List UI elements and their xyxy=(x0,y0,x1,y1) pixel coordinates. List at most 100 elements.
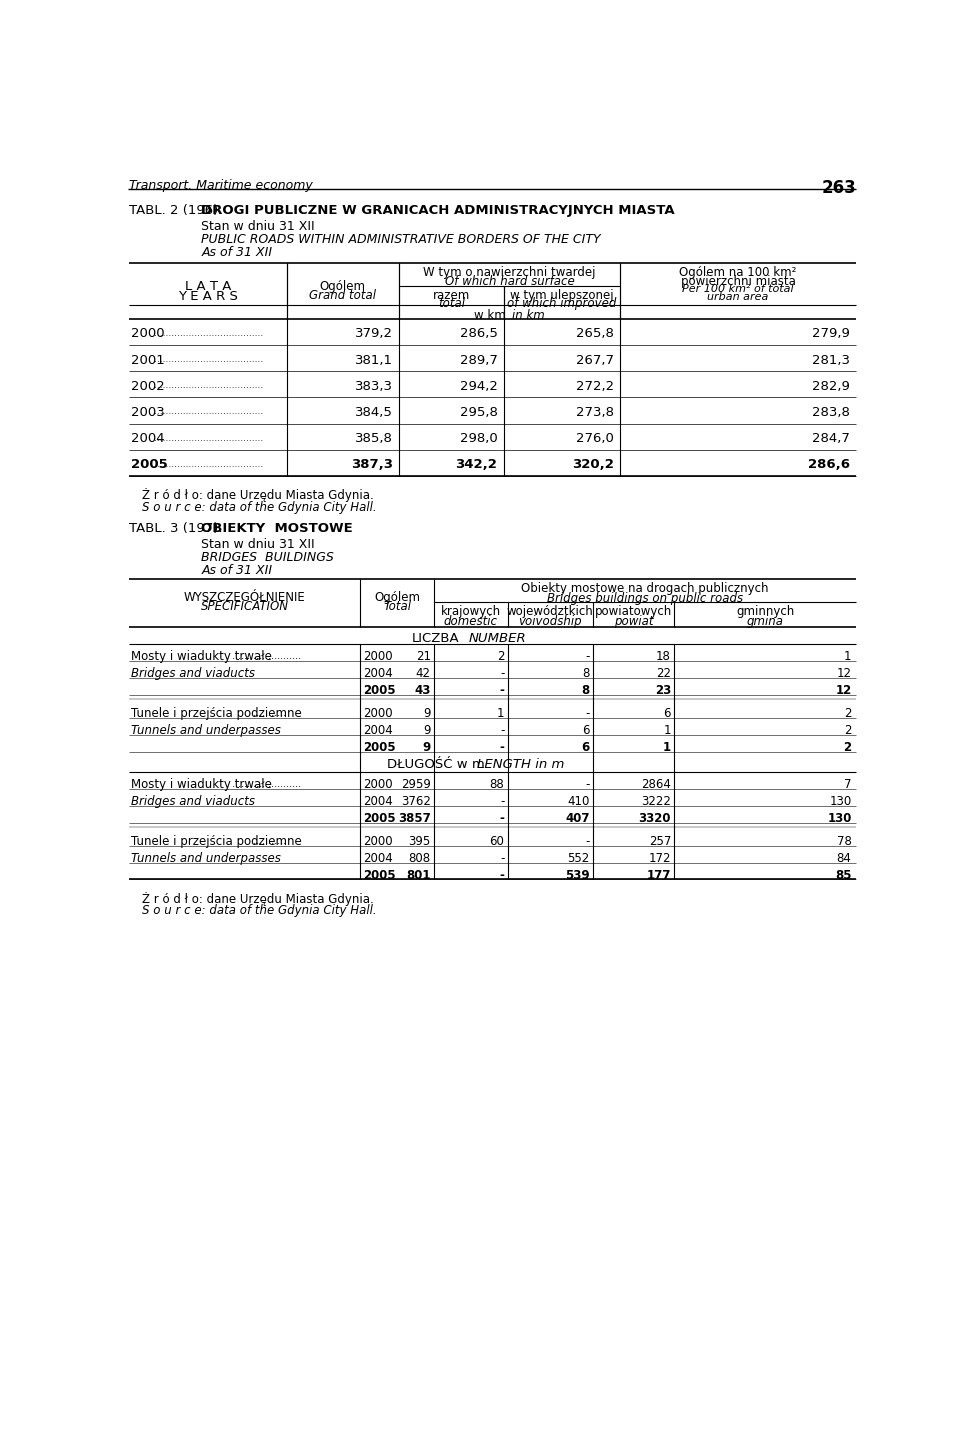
Text: 2000: 2000 xyxy=(363,650,393,663)
Text: 130: 130 xyxy=(829,795,852,808)
Text: 8: 8 xyxy=(583,668,589,681)
Text: ......................................: ...................................... xyxy=(155,407,263,416)
Text: 3762: 3762 xyxy=(401,795,431,808)
Text: Y E A R S: Y E A R S xyxy=(178,289,238,302)
Text: krajowych: krajowych xyxy=(441,605,501,618)
Text: 88: 88 xyxy=(490,777,504,790)
Text: TABL. 3 (197).: TABL. 3 (197). xyxy=(130,522,223,535)
Text: 2001: 2001 xyxy=(131,354,164,367)
Text: urban area: urban area xyxy=(708,292,769,302)
Text: Tunele i przejścia podziemne: Tunele i przejścia podziemne xyxy=(131,835,301,848)
Text: 12: 12 xyxy=(835,683,852,696)
Text: 295,8: 295,8 xyxy=(460,406,497,419)
Text: Tunnels and underpasses: Tunnels and underpasses xyxy=(131,851,280,864)
Text: in km: in km xyxy=(513,309,545,322)
Text: 6: 6 xyxy=(582,741,589,754)
Text: SPECIFICATION: SPECIFICATION xyxy=(201,600,289,613)
Text: -: - xyxy=(499,868,504,881)
Text: 279,9: 279,9 xyxy=(812,328,850,341)
Text: 22: 22 xyxy=(656,668,671,681)
Text: 1: 1 xyxy=(663,724,671,737)
Text: 2005: 2005 xyxy=(363,741,396,754)
Text: 84: 84 xyxy=(837,851,852,864)
Text: 2959: 2959 xyxy=(401,777,431,790)
Text: 60: 60 xyxy=(490,835,504,848)
Text: 281,3: 281,3 xyxy=(812,354,850,367)
Text: w km: w km xyxy=(474,309,506,322)
Text: 2004: 2004 xyxy=(363,795,393,808)
Text: 2004: 2004 xyxy=(363,851,393,864)
Text: BRIDGES  BUILDINGS: BRIDGES BUILDINGS xyxy=(202,552,334,565)
Text: 342,2: 342,2 xyxy=(456,458,497,471)
Text: Mosty i wiadukty trwałe: Mosty i wiadukty trwałe xyxy=(131,650,272,663)
Text: ...........: ........... xyxy=(251,835,286,845)
Text: Total: Total xyxy=(383,600,411,613)
Text: 1: 1 xyxy=(663,741,671,754)
Text: 320,2: 320,2 xyxy=(572,458,613,471)
Text: domestic: domestic xyxy=(444,614,497,627)
Text: S o u r c e: data of the Gdynia City Hall.: S o u r c e: data of the Gdynia City Hal… xyxy=(142,500,376,513)
Text: Ogólem: Ogólem xyxy=(374,591,420,604)
Text: -: - xyxy=(499,812,504,825)
Text: 78: 78 xyxy=(837,835,852,848)
Text: ......................................: ...................................... xyxy=(155,381,263,390)
Text: 18: 18 xyxy=(656,650,671,663)
Text: voivodship: voivodship xyxy=(518,614,582,627)
Text: Tunele i przejścia podziemne: Tunele i przejścia podziemne xyxy=(131,707,301,720)
Text: 2000: 2000 xyxy=(131,328,164,341)
Text: 8: 8 xyxy=(582,683,589,696)
Text: 2002: 2002 xyxy=(131,380,164,393)
Text: ...........: ........... xyxy=(251,708,286,718)
Text: 286,6: 286,6 xyxy=(808,458,850,471)
Text: As of 31 XII: As of 31 XII xyxy=(202,246,273,259)
Text: 2864: 2864 xyxy=(641,777,671,790)
Text: 12: 12 xyxy=(836,668,852,681)
Text: 2004: 2004 xyxy=(363,668,393,681)
Text: 284,7: 284,7 xyxy=(812,432,850,445)
Text: Per 100 km² of total: Per 100 km² of total xyxy=(683,283,794,293)
Text: 2005: 2005 xyxy=(131,458,168,471)
Text: -: - xyxy=(586,777,589,790)
Text: 2005: 2005 xyxy=(363,812,396,825)
Text: -: - xyxy=(499,683,504,696)
Text: 2000: 2000 xyxy=(363,835,393,848)
Text: of which improved: of which improved xyxy=(507,298,616,311)
Text: OBIEKTY  MOSTOWE: OBIEKTY MOSTOWE xyxy=(202,522,353,535)
Text: Of which hard surface: Of which hard surface xyxy=(444,275,574,288)
Text: Stan w dniu 31 XII: Stan w dniu 31 XII xyxy=(202,220,315,233)
Text: 407: 407 xyxy=(565,812,589,825)
Text: -: - xyxy=(500,668,504,681)
Text: 2: 2 xyxy=(844,707,852,720)
Text: 289,7: 289,7 xyxy=(460,354,497,367)
Text: 177: 177 xyxy=(647,868,671,881)
Text: 1: 1 xyxy=(497,707,504,720)
Text: 283,8: 283,8 xyxy=(812,406,850,419)
Text: 130: 130 xyxy=(828,812,852,825)
Text: 282,9: 282,9 xyxy=(812,380,850,393)
Text: województkich: województkich xyxy=(507,605,593,618)
Text: 43: 43 xyxy=(415,683,431,696)
Text: 2: 2 xyxy=(844,741,852,754)
Text: gmina: gmina xyxy=(747,614,783,627)
Text: ......................................: ...................................... xyxy=(155,434,263,442)
Text: 273,8: 273,8 xyxy=(576,406,613,419)
Text: Bridges and viaducts: Bridges and viaducts xyxy=(131,795,254,808)
Text: 2: 2 xyxy=(844,724,852,737)
Text: ......................................: ...................................... xyxy=(155,460,263,468)
Text: 294,2: 294,2 xyxy=(460,380,497,393)
Text: Tunnels and underpasses: Tunnels and underpasses xyxy=(131,724,280,737)
Text: 2004: 2004 xyxy=(363,724,393,737)
Text: 384,5: 384,5 xyxy=(355,406,393,419)
Text: 3320: 3320 xyxy=(638,812,671,825)
Text: 9: 9 xyxy=(422,741,431,754)
Text: 298,0: 298,0 xyxy=(460,432,497,445)
Text: 7: 7 xyxy=(844,777,852,790)
Text: -: - xyxy=(499,741,504,754)
Text: 23: 23 xyxy=(655,683,671,696)
Text: powiatowych: powiatowych xyxy=(595,605,672,618)
Text: 85: 85 xyxy=(835,868,852,881)
Text: 2: 2 xyxy=(497,650,504,663)
Text: 410: 410 xyxy=(567,795,589,808)
Text: As of 31 XII: As of 31 XII xyxy=(202,564,273,577)
Text: Bridges and viaducts: Bridges and viaducts xyxy=(131,668,254,681)
